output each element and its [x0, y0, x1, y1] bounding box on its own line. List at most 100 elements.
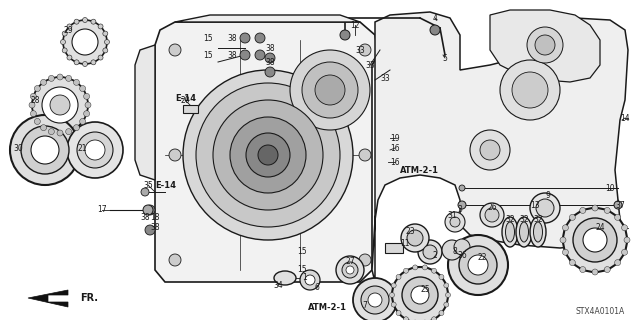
Ellipse shape	[516, 217, 532, 247]
Text: 5: 5	[443, 53, 447, 62]
Text: E-14: E-14	[155, 180, 176, 189]
Text: 2: 2	[433, 251, 437, 260]
Circle shape	[614, 201, 622, 209]
Circle shape	[169, 44, 181, 56]
Circle shape	[573, 218, 617, 262]
Circle shape	[444, 283, 449, 288]
Circle shape	[57, 74, 63, 80]
Circle shape	[583, 228, 607, 252]
Circle shape	[98, 55, 103, 60]
Circle shape	[418, 240, 442, 264]
Circle shape	[141, 188, 149, 196]
Circle shape	[49, 76, 54, 81]
Text: 38: 38	[150, 223, 160, 233]
Circle shape	[145, 205, 155, 215]
Circle shape	[459, 246, 497, 284]
Text: 38: 38	[265, 44, 275, 52]
Circle shape	[359, 44, 371, 56]
Circle shape	[361, 286, 389, 314]
Text: 23: 23	[405, 228, 415, 236]
Text: E-14: E-14	[175, 93, 196, 102]
Text: 8: 8	[452, 247, 458, 257]
Circle shape	[255, 50, 265, 60]
Text: 37: 37	[615, 201, 625, 210]
Text: 29: 29	[63, 26, 73, 35]
Circle shape	[450, 217, 460, 227]
Circle shape	[35, 85, 40, 92]
Circle shape	[458, 201, 466, 209]
Circle shape	[604, 267, 611, 273]
Circle shape	[83, 18, 88, 22]
Text: 15: 15	[297, 266, 307, 275]
Circle shape	[346, 266, 354, 274]
Text: 18: 18	[150, 213, 160, 222]
Circle shape	[445, 292, 451, 298]
Circle shape	[342, 262, 358, 278]
Text: STX4A0101A: STX4A0101A	[576, 308, 625, 316]
Text: 15: 15	[203, 51, 213, 60]
Circle shape	[143, 205, 153, 215]
Circle shape	[580, 267, 586, 273]
Text: 11: 11	[400, 239, 410, 249]
Text: 38: 38	[140, 213, 150, 222]
Text: 33: 33	[380, 74, 390, 83]
Text: 20: 20	[180, 95, 190, 105]
Circle shape	[40, 79, 47, 85]
Circle shape	[396, 275, 401, 279]
Text: 6: 6	[315, 284, 319, 292]
Circle shape	[77, 132, 113, 168]
Text: 16: 16	[390, 143, 400, 153]
Circle shape	[246, 133, 290, 177]
Circle shape	[240, 50, 250, 60]
Circle shape	[315, 75, 345, 105]
Circle shape	[359, 254, 371, 266]
Polygon shape	[28, 290, 68, 307]
Ellipse shape	[502, 217, 518, 247]
Circle shape	[431, 268, 436, 273]
Circle shape	[413, 265, 418, 270]
Circle shape	[431, 317, 436, 320]
Bar	[385, 243, 403, 253]
Circle shape	[85, 140, 105, 160]
Circle shape	[79, 85, 86, 92]
Circle shape	[57, 130, 63, 136]
Circle shape	[145, 225, 155, 235]
Text: 22: 22	[477, 253, 487, 262]
Circle shape	[392, 267, 448, 320]
Text: 16: 16	[390, 157, 400, 166]
Polygon shape	[135, 45, 155, 180]
Circle shape	[480, 203, 504, 227]
Text: 35: 35	[143, 180, 153, 189]
Circle shape	[336, 256, 364, 284]
Circle shape	[621, 225, 628, 231]
Circle shape	[468, 255, 488, 275]
Ellipse shape	[530, 217, 546, 247]
Text: 32: 32	[519, 215, 529, 225]
Circle shape	[265, 67, 275, 77]
Ellipse shape	[520, 222, 529, 242]
Circle shape	[439, 310, 444, 316]
Circle shape	[305, 275, 315, 285]
Circle shape	[62, 48, 67, 53]
Circle shape	[67, 55, 72, 60]
Text: 13: 13	[530, 201, 540, 210]
Circle shape	[448, 235, 508, 295]
Circle shape	[169, 149, 181, 161]
Circle shape	[10, 115, 80, 185]
Circle shape	[454, 239, 470, 255]
Text: 33: 33	[365, 60, 375, 69]
Circle shape	[560, 237, 566, 243]
Circle shape	[624, 237, 630, 243]
Polygon shape	[372, 12, 628, 282]
Circle shape	[62, 31, 67, 36]
Text: 38: 38	[227, 51, 237, 60]
Circle shape	[103, 31, 108, 36]
Text: 7: 7	[363, 300, 367, 309]
Circle shape	[592, 269, 598, 275]
Circle shape	[72, 29, 98, 55]
Circle shape	[230, 117, 306, 193]
Text: ATM-2-1: ATM-2-1	[308, 303, 347, 313]
Circle shape	[563, 225, 568, 231]
Circle shape	[439, 275, 444, 279]
Circle shape	[423, 245, 437, 259]
